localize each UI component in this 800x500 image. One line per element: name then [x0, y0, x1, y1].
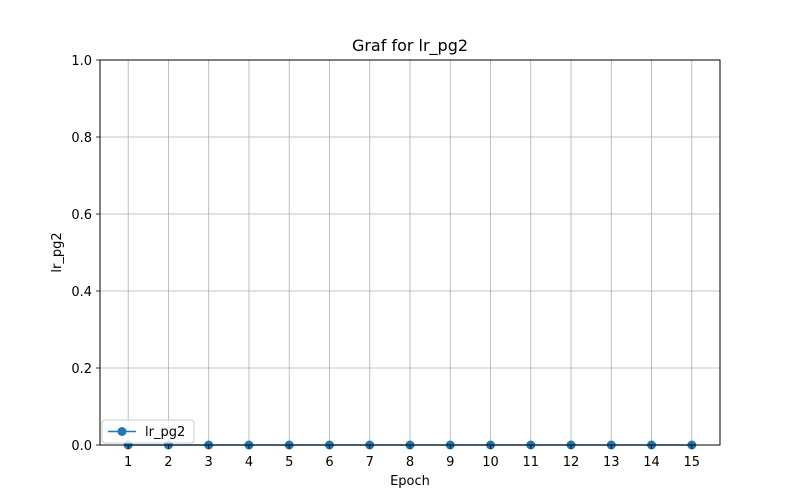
chart-title: Graf for lr_pg2	[352, 36, 468, 56]
x-tick-label: 8	[406, 455, 414, 470]
x-tick-label: 3	[205, 455, 213, 470]
x-tick-label: 14	[643, 455, 660, 470]
legend: lr_pg2	[101, 419, 195, 444]
legend-label: lr_pg2	[145, 425, 185, 440]
legend-box	[101, 419, 195, 444]
x-tick-label: 5	[285, 455, 293, 470]
y-tick-label: 0.0	[71, 439, 92, 454]
ticks: 1 2 3 4 5 6 7 8 9 10 11 12 13 14 150.00.20.40.60.81.0	[71, 54, 700, 470]
x-tick-label: 6	[325, 455, 333, 470]
x-tick-label: 7	[366, 455, 374, 470]
grid	[100, 59, 720, 446]
x-axis-label: Epoch	[390, 474, 430, 489]
y-tick-label: 0.8	[71, 131, 92, 146]
x-tick-label: 13	[603, 455, 620, 470]
y-axis-label: lr_pg2	[50, 232, 65, 272]
x-tick-label: 1	[124, 455, 132, 470]
y-tick-label: 1.0	[71, 54, 92, 69]
legend-marker-swatch	[117, 427, 127, 436]
x-tick-label: 10	[482, 455, 499, 470]
x-tick-label: 9	[446, 455, 454, 470]
y-tick-label: 0.4	[71, 285, 92, 300]
y-tick-label: 0.6	[71, 208, 92, 223]
x-tick-label: 4	[245, 455, 253, 470]
x-tick-label: 2	[164, 455, 172, 470]
x-tick-label: 15	[684, 455, 701, 470]
x-tick-label: 12	[563, 455, 580, 470]
x-tick-label: 11	[523, 455, 540, 470]
y-tick-label: 0.2	[71, 362, 92, 377]
